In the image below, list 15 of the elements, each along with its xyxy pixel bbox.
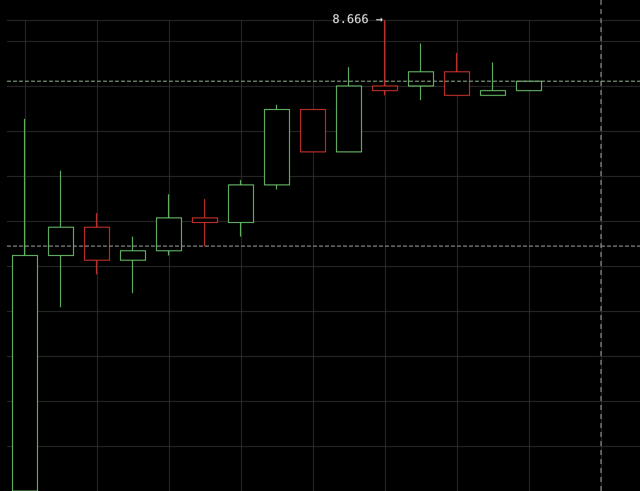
candlestick: [48, 170, 74, 308]
candlestick: [300, 108, 326, 152]
candlestick: [264, 104, 290, 190]
candlestick: [480, 62, 506, 96]
candlestick: [408, 43, 434, 101]
candlestick: [192, 198, 218, 247]
annotation: 8.666 →: [332, 12, 384, 26]
candlestick: [120, 236, 146, 294]
candlestick: [372, 20, 398, 96]
candlestick: [228, 180, 254, 238]
candlestick: [156, 194, 182, 256]
candlestick: [336, 66, 362, 152]
candlestick: [516, 80, 542, 92]
candlestick: [444, 52, 470, 96]
candlestick: [84, 212, 110, 275]
